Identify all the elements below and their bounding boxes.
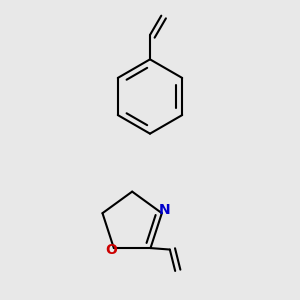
- Text: N: N: [158, 203, 170, 217]
- Text: O: O: [106, 243, 117, 257]
